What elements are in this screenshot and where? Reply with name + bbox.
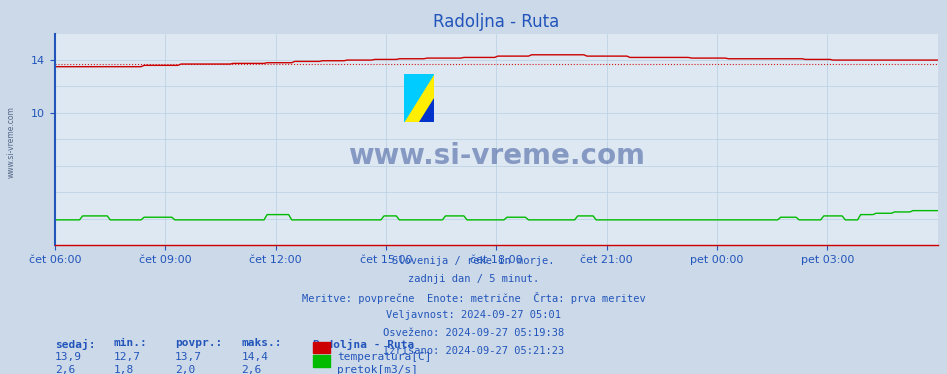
- Text: 13,9: 13,9: [55, 352, 82, 362]
- Polygon shape: [403, 74, 434, 122]
- Text: Meritve: povprečne  Enote: metrične  Črta: prva meritev: Meritve: povprečne Enote: metrične Črta:…: [302, 292, 645, 304]
- Text: 12,7: 12,7: [114, 352, 141, 362]
- Text: zadnji dan / 5 minut.: zadnji dan / 5 minut.: [408, 274, 539, 284]
- Text: sedaj:: sedaj:: [55, 338, 96, 349]
- Text: 2,6: 2,6: [241, 365, 261, 374]
- Title: Radoljna - Ruta: Radoljna - Ruta: [433, 13, 560, 31]
- Text: 2,0: 2,0: [175, 365, 195, 374]
- Text: 13,7: 13,7: [175, 352, 203, 362]
- Text: Slovenija / reke in morje.: Slovenija / reke in morje.: [392, 256, 555, 266]
- Text: Radoljna - Ruta: Radoljna - Ruta: [313, 338, 414, 349]
- Text: povpr.:: povpr.:: [175, 338, 223, 349]
- Polygon shape: [403, 74, 434, 122]
- Text: Veljavnost: 2024-09-27 05:01: Veljavnost: 2024-09-27 05:01: [386, 310, 561, 320]
- Text: maks.:: maks.:: [241, 338, 282, 349]
- Text: 2,6: 2,6: [55, 365, 75, 374]
- Text: www.si-vreme.com: www.si-vreme.com: [7, 106, 16, 178]
- Text: min.:: min.:: [114, 338, 148, 349]
- Text: Izrisano: 2024-09-27 05:21:23: Izrisano: 2024-09-27 05:21:23: [383, 346, 564, 356]
- Polygon shape: [419, 98, 434, 122]
- Text: www.si-vreme.com: www.si-vreme.com: [348, 142, 645, 170]
- Text: 1,8: 1,8: [114, 365, 134, 374]
- Text: Osveženo: 2024-09-27 05:19:38: Osveženo: 2024-09-27 05:19:38: [383, 328, 564, 338]
- Text: temperatura[C]: temperatura[C]: [337, 352, 432, 362]
- Text: pretok[m3/s]: pretok[m3/s]: [337, 365, 419, 374]
- Text: 14,4: 14,4: [241, 352, 269, 362]
